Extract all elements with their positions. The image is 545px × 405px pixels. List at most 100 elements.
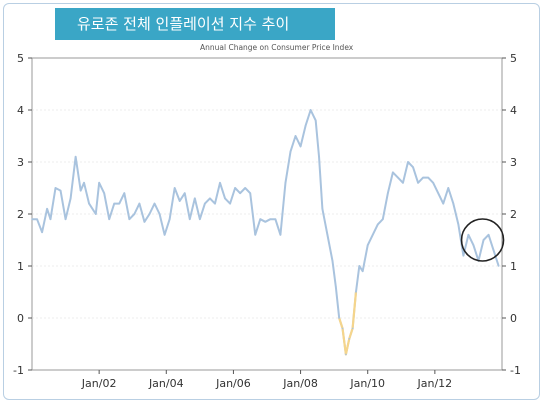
data-point	[123, 192, 126, 194]
data-point	[341, 327, 344, 330]
y-tick-label-left: 5	[17, 52, 24, 65]
highlight-circle	[460, 218, 505, 262]
data-point	[392, 171, 394, 174]
data-point	[294, 135, 297, 137]
data-point	[442, 202, 445, 205]
data-point	[46, 208, 48, 210]
x-tick-label: Jan/02	[81, 377, 117, 390]
data-point	[41, 231, 43, 233]
y-tick-label-left: 4	[17, 104, 24, 117]
data-point	[457, 223, 460, 226]
data-point	[382, 218, 384, 220]
x-tick-label: Jan/08	[282, 377, 318, 390]
data-point	[348, 338, 351, 340]
x-tick-label: Jan/10	[349, 377, 385, 390]
data-point	[36, 218, 38, 220]
data-point	[387, 192, 389, 194]
data-point	[321, 208, 324, 210]
data-point	[326, 234, 329, 236]
data-point	[74, 156, 77, 158]
data-point	[335, 286, 337, 288]
data-point	[143, 221, 146, 223]
data-point	[49, 218, 52, 220]
data-point	[472, 244, 475, 246]
data-point	[289, 150, 292, 153]
y-tick-label-left: -1	[13, 364, 24, 377]
data-point	[309, 109, 312, 111]
data-point	[234, 187, 236, 189]
data-point	[417, 182, 419, 184]
y-tick-label-right: 5	[510, 52, 517, 65]
y-tick-label-right: 1	[510, 260, 517, 273]
data-point	[113, 202, 116, 205]
data-point	[194, 197, 196, 200]
data-point	[153, 202, 156, 205]
data-point	[133, 213, 136, 215]
data-point	[376, 223, 379, 226]
data-point	[239, 192, 241, 194]
data-point	[183, 192, 186, 194]
y-tick-label-right: 2	[510, 208, 517, 221]
y-tick-label-right: 0	[510, 312, 517, 325]
data-point	[432, 182, 434, 184]
data-point	[88, 202, 90, 205]
data-point	[284, 182, 287, 184]
data-point	[128, 218, 131, 220]
data-point	[402, 182, 404, 184]
data-point	[108, 218, 111, 220]
data-point	[163, 234, 166, 236]
data-point	[422, 176, 424, 179]
page-title: 유로존 전체 인플레이션 지수 추이	[55, 8, 335, 40]
data-point	[338, 317, 340, 319]
data-point	[199, 218, 201, 220]
data-point	[31, 218, 33, 220]
data-point	[64, 218, 67, 220]
data-point	[427, 176, 429, 179]
data-point	[254, 234, 257, 236]
series-line	[32, 109, 500, 356]
data-point	[69, 197, 72, 200]
data-point	[79, 189, 82, 192]
data-point	[361, 270, 364, 273]
data-point	[244, 187, 246, 189]
chart-frame	[3, 3, 540, 400]
data-point	[178, 200, 181, 202]
data-point	[269, 218, 272, 220]
data-point	[355, 291, 357, 293]
y-tick-label-left: 0	[17, 312, 24, 325]
data-point	[94, 213, 97, 215]
data-point	[224, 197, 226, 200]
y-tick-label-right: 4	[510, 104, 517, 117]
data-point	[209, 197, 211, 200]
data-point	[299, 145, 302, 148]
data-point	[397, 176, 399, 179]
plot-area	[31, 57, 503, 371]
data-point	[59, 189, 62, 192]
data-point	[314, 119, 317, 122]
data-point	[351, 327, 354, 330]
data-point	[83, 182, 85, 184]
data-point	[168, 218, 171, 220]
data-point	[229, 202, 231, 205]
data-point	[371, 234, 374, 236]
data-point	[462, 254, 465, 257]
chart-subtitle: Annual Change on Consumer Price Index	[200, 43, 354, 52]
x-tick-label: Jan/04	[148, 377, 184, 390]
data-point	[54, 187, 57, 189]
x-tick-label: Jan/06	[215, 377, 251, 390]
data-point	[188, 218, 191, 220]
data-point	[467, 234, 470, 236]
data-point	[249, 192, 252, 194]
data-point	[412, 166, 414, 168]
data-point	[138, 202, 141, 205]
y-tick-label-left: 2	[17, 208, 24, 221]
data-point	[304, 124, 307, 127]
data-point	[274, 218, 277, 220]
y-tick-label-left: 1	[17, 260, 24, 273]
data-point	[437, 192, 440, 194]
data-point	[358, 265, 361, 267]
data-point	[219, 182, 221, 184]
data-point	[103, 192, 105, 194]
data-point	[148, 213, 151, 215]
